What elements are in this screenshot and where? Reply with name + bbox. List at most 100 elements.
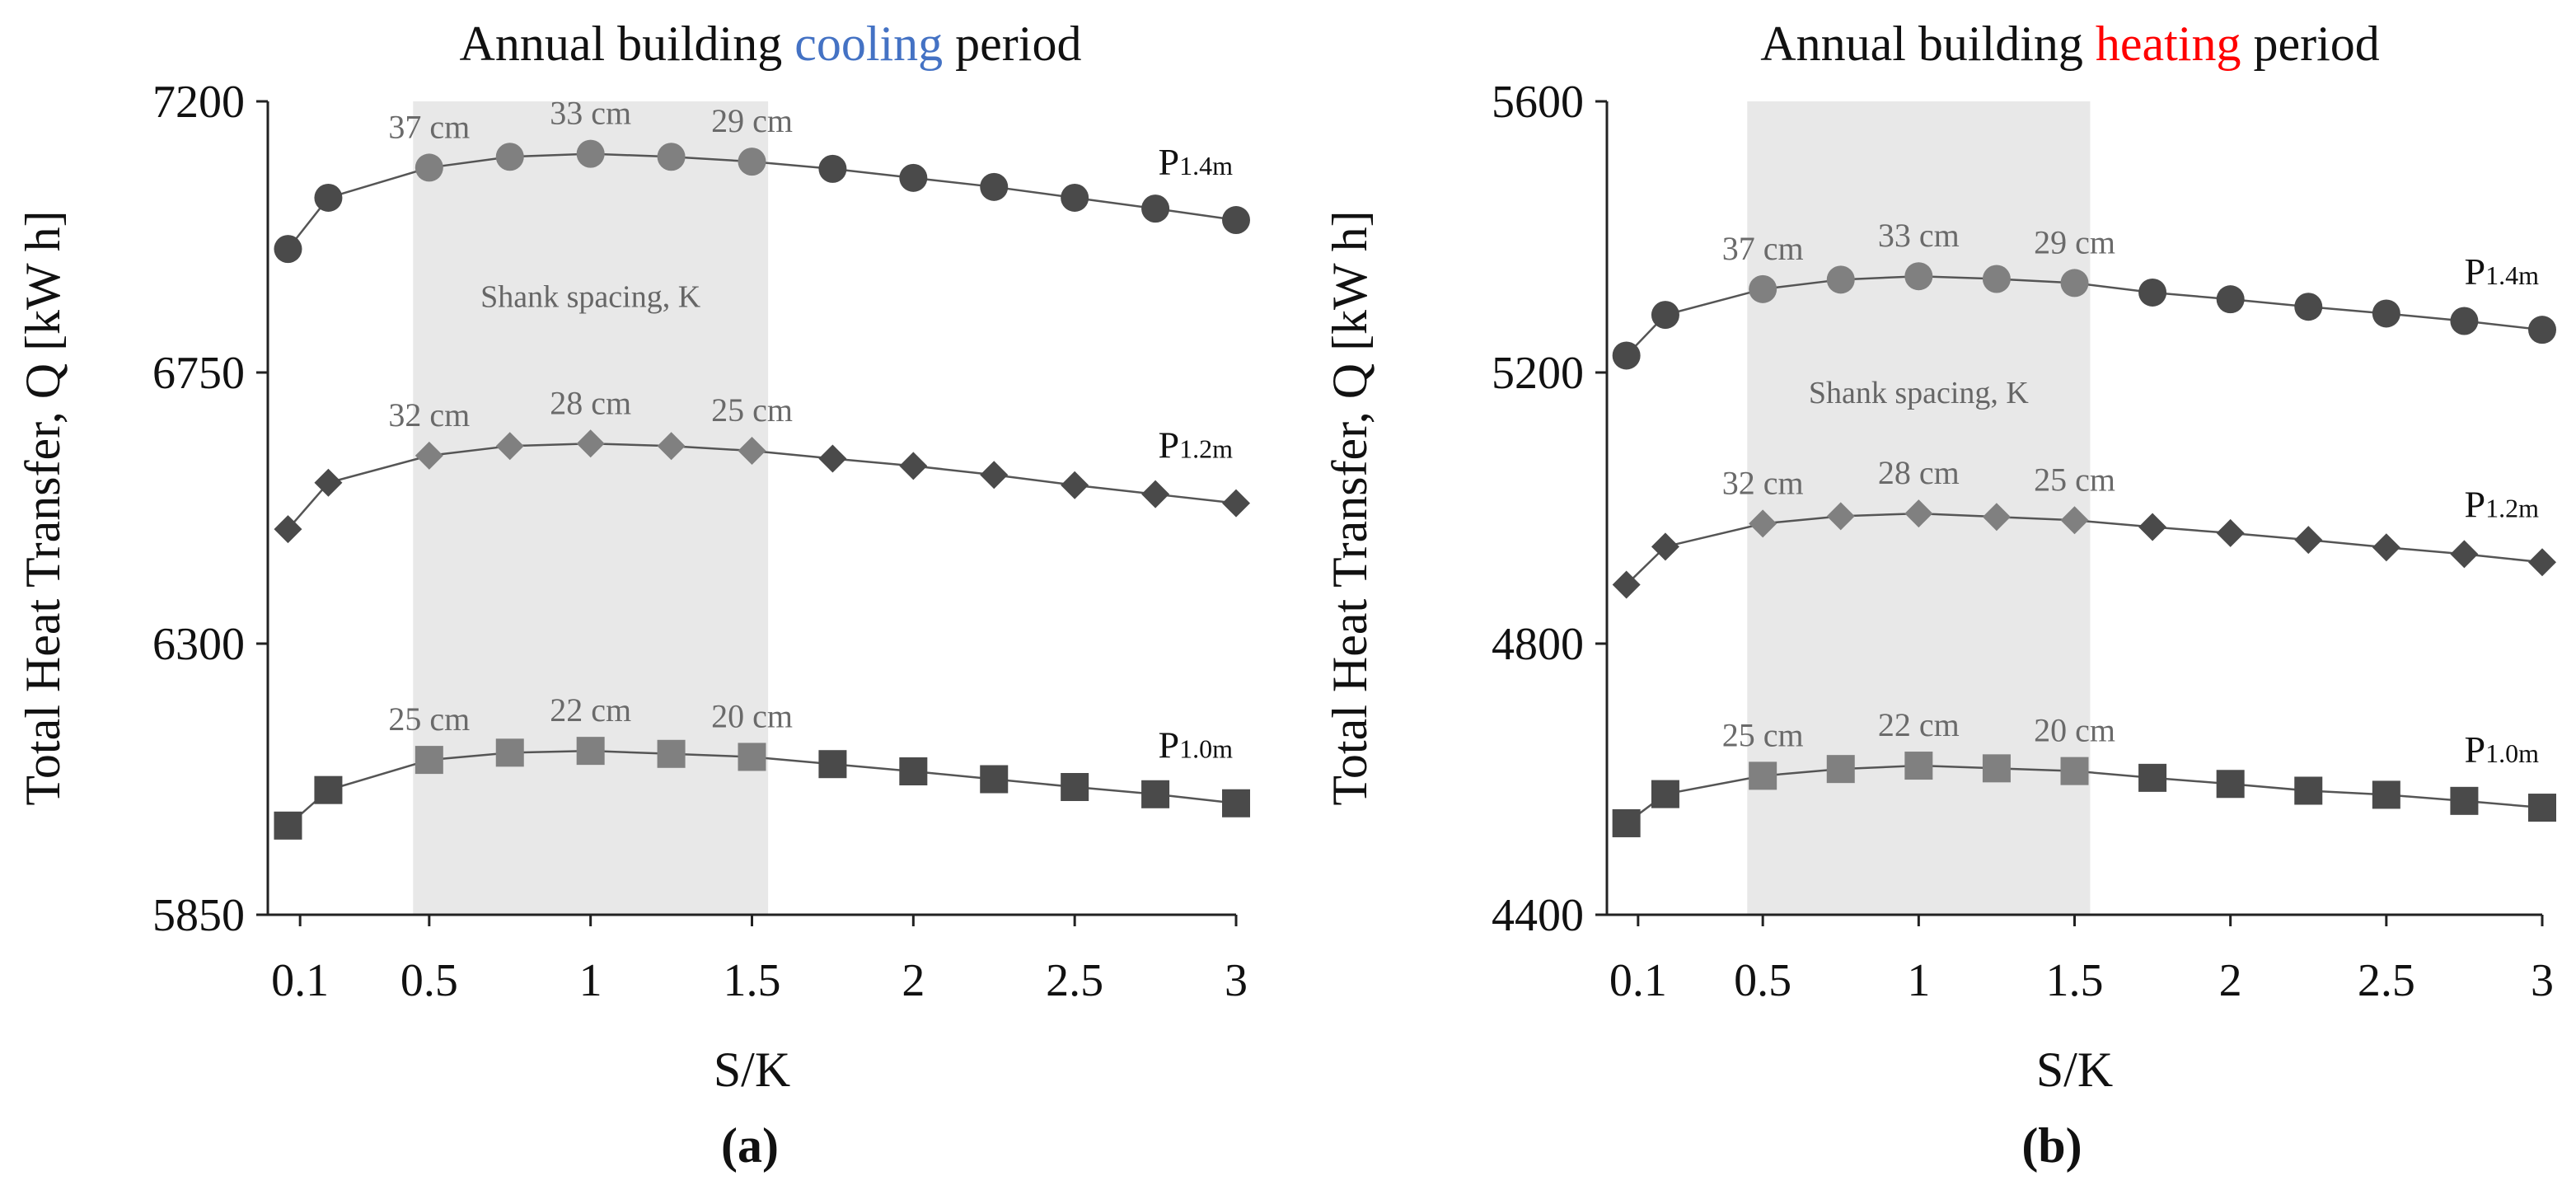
chart-title-highlight: cooling xyxy=(794,16,943,71)
data-point xyxy=(1904,262,1933,291)
data-point xyxy=(2450,540,2479,569)
x-tick-label: 2.5 xyxy=(2358,955,2415,1006)
y-tick-label: 5600 xyxy=(1492,77,1584,128)
data-annotation: 37 cm xyxy=(388,108,470,145)
data-point xyxy=(1222,206,1250,235)
x-axis-label: S/K xyxy=(714,1042,790,1097)
data-point xyxy=(899,163,928,192)
series-P1.0m: 25 cm 22 cm 20 cm P1.0m xyxy=(274,691,1250,840)
data-point xyxy=(576,139,605,168)
chart-title-prefix: Annual building xyxy=(460,16,795,71)
data-annotation: 29 cm xyxy=(2034,223,2115,260)
data-annotation: 22 cm xyxy=(550,691,631,729)
chart-panel-a: Shank spacing, K 5850 6300 6750 7200 0.1 0.5 1 1… xyxy=(16,16,1250,1173)
data-annotation: 29 cm xyxy=(711,102,793,139)
chart-title: Annual building heating period xyxy=(1760,16,2380,71)
data-point xyxy=(1141,194,1170,223)
data-point xyxy=(2528,794,2556,822)
data-point xyxy=(314,775,343,804)
y-tick-label: 4800 xyxy=(1492,619,1584,670)
data-point xyxy=(657,432,686,461)
panel-label: (a) xyxy=(721,1118,779,1173)
x-axis-label: S/K xyxy=(2036,1042,2113,1097)
series-label: P1.2m xyxy=(2465,483,2540,525)
data-point xyxy=(738,148,766,176)
data-point xyxy=(1749,274,1777,303)
data-point xyxy=(1061,471,1089,499)
data-point xyxy=(738,437,766,466)
data-point xyxy=(2060,757,2089,785)
series-label-main: P xyxy=(1159,141,1180,183)
series-label: P1.4m xyxy=(2465,251,2540,293)
data-point xyxy=(738,743,766,771)
data-point xyxy=(495,432,524,461)
series-P1.2m: 32 cm 28 cm 25 cm P1.2m xyxy=(1612,454,2556,599)
y-tick-label: 5850 xyxy=(152,890,245,941)
data-annotation: 28 cm xyxy=(1878,454,1960,491)
data-point xyxy=(899,452,928,480)
series-label: P1.0m xyxy=(2465,729,2540,771)
data-annotation: 25 cm xyxy=(711,391,793,429)
data-annotation: 25 cm xyxy=(1722,716,1804,753)
data-point xyxy=(2528,548,2556,577)
x-tick-label: 2 xyxy=(2219,955,2242,1006)
data-point xyxy=(415,153,443,182)
data-annotation: 32 cm xyxy=(1722,464,1804,501)
data-point xyxy=(657,739,686,768)
data-annotation: 28 cm xyxy=(550,384,631,421)
data-point xyxy=(2138,763,2167,792)
data-point xyxy=(2372,780,2400,809)
x-tick-label: 0.5 xyxy=(400,955,458,1006)
x-tick-label: 1 xyxy=(579,955,602,1006)
x-tick-label: 0.1 xyxy=(1609,955,1667,1006)
data-point xyxy=(1651,532,1679,561)
data-point xyxy=(1982,754,2011,783)
data-point xyxy=(1061,183,1089,212)
series-label-main: P xyxy=(2465,251,2486,293)
data-point xyxy=(980,461,1009,490)
shank-spacing-region xyxy=(413,101,769,915)
series-label: P1.2m xyxy=(1159,424,1234,466)
data-point xyxy=(1982,265,2011,293)
data-point xyxy=(495,143,524,171)
series-P1.4m: 37 cm 33 cm 29 cm P1.4m xyxy=(1612,217,2556,370)
data-point xyxy=(1651,301,1679,330)
chart-title-prefix: Annual building xyxy=(1760,16,2096,71)
data-point xyxy=(274,235,302,264)
series-label-sub: 1.4m xyxy=(2485,260,2539,290)
x-tick-label: 0.1 xyxy=(271,955,329,1006)
data-point xyxy=(1904,499,1933,528)
y-axis-label: Total Heat Transfer, Q [kW h] xyxy=(1323,210,1377,805)
data-point xyxy=(1749,509,1777,538)
data-point xyxy=(314,468,343,497)
panel-label: (b) xyxy=(2021,1118,2082,1173)
shank-spacing-label: Shank spacing, K xyxy=(1809,376,2030,410)
shank-spacing-label: Shank spacing, K xyxy=(480,279,701,314)
series-label-sub: 1.0m xyxy=(2485,738,2539,768)
data-point xyxy=(576,737,605,766)
data-point xyxy=(2294,526,2323,555)
x-tick-label: 3 xyxy=(2531,955,2554,1006)
data-point xyxy=(980,172,1009,201)
series-P1.0m: 25 cm 22 cm 20 cm P1.0m xyxy=(1612,706,2556,837)
chart-title-highlight: heating xyxy=(2096,16,2241,71)
series-label-main: P xyxy=(2465,483,2486,525)
data-point xyxy=(657,143,686,171)
y-tick-label: 7200 xyxy=(152,77,245,128)
data-annotation: 32 cm xyxy=(388,396,470,433)
data-point xyxy=(1904,752,1933,780)
data-point xyxy=(1141,780,1170,808)
data-point xyxy=(2528,316,2556,344)
data-point xyxy=(1141,480,1170,508)
data-annotation: 25 cm xyxy=(2034,461,2115,498)
data-point xyxy=(2060,506,2089,535)
series-label-sub: 1.2m xyxy=(1179,434,1233,464)
series-label-main: P xyxy=(2465,729,2486,771)
data-point xyxy=(818,154,847,183)
data-annotation: 20 cm xyxy=(711,697,793,734)
data-point xyxy=(1826,755,1855,784)
data-point xyxy=(818,444,847,473)
data-point xyxy=(1612,341,1641,370)
data-point xyxy=(1826,502,1855,531)
